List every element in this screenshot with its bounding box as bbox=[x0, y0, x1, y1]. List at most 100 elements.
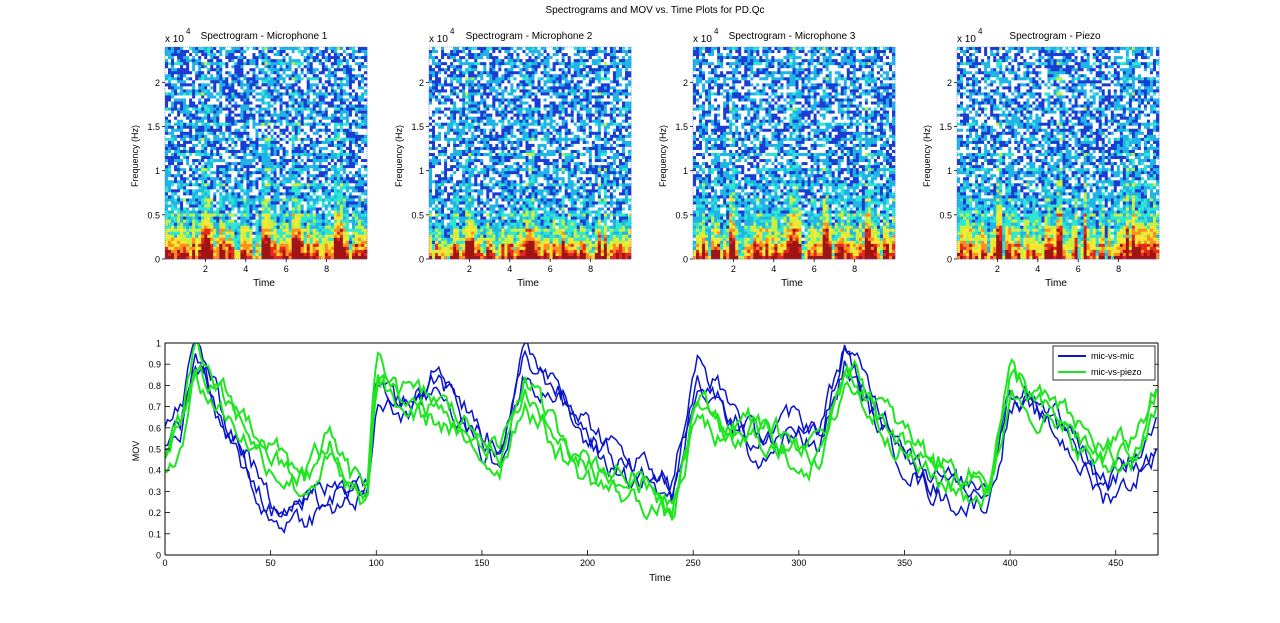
spectrogram-title: Spectrogram - Microphone 2 bbox=[466, 31, 593, 42]
series-line-mic-vs-piezo bbox=[165, 343, 1158, 508]
x-tick-label: 4 bbox=[771, 264, 776, 274]
legend-label-mic-vs-mic: mic-vs-mic bbox=[1091, 351, 1134, 361]
legend: mic-vs-mic mic-vs-piezo bbox=[1052, 345, 1156, 381]
x-tick-label: 100 bbox=[369, 558, 384, 568]
y-exponent-label: x 10 bbox=[165, 34, 184, 45]
y-tick-label: 1 bbox=[947, 166, 952, 176]
x-tick-label: 8 bbox=[588, 264, 593, 274]
x-tick-label: 2 bbox=[995, 264, 1000, 274]
x-axis-label: Time bbox=[781, 278, 803, 289]
spectrogram-panel-mic2: Spectrogram - Microphone 2 x 10 4 Freque… bbox=[394, 27, 632, 289]
x-tick-label: 6 bbox=[1076, 264, 1081, 274]
spectrogram-frame bbox=[164, 46, 368, 260]
x-tick-label: 8 bbox=[1116, 264, 1121, 274]
figure-title: Spectrograms and MOV vs. Time Plots for … bbox=[546, 5, 765, 16]
mov-line-chart: 0 0.1 0.2 0.3 0.4 0.5 0.6 0.7 0.8 0.9 1 0 50 100 150 20… bbox=[131, 339, 1159, 584]
x-axis-label: Time bbox=[517, 278, 539, 289]
y-tick-label: 0.5 bbox=[147, 210, 160, 220]
x-tick-label: 450 bbox=[1108, 558, 1123, 568]
spectrogram-image bbox=[957, 47, 1160, 260]
y-tick-label: 2 bbox=[155, 78, 160, 88]
y-exponent: 4 bbox=[978, 27, 983, 36]
spectrogram-panel-piezo: Spectrogram - Piezo x 10 4 Frequency (Hz… bbox=[922, 27, 1160, 289]
y-tick-label: 0.6 bbox=[148, 423, 161, 433]
y-tick-label: 2 bbox=[947, 78, 952, 88]
y-tick-label: 0.4 bbox=[148, 466, 161, 476]
x-tick-label: 6 bbox=[284, 264, 289, 274]
y-axis-label: Frequency (Hz) bbox=[130, 125, 140, 187]
y-tick-label: 1.5 bbox=[939, 122, 952, 132]
y-tick-label: 0 bbox=[947, 255, 952, 265]
y-exponent: 4 bbox=[450, 27, 455, 36]
y-tick-label: 0 bbox=[155, 255, 160, 265]
x-tick-label: 50 bbox=[266, 558, 276, 568]
y-tick-label: 0.7 bbox=[148, 402, 161, 412]
legend-label-mic-vs-piezo: mic-vs-piezo bbox=[1091, 367, 1142, 377]
y-tick-label: 1 bbox=[155, 166, 160, 176]
y-exponent: 4 bbox=[714, 27, 719, 36]
y-tick-label: 0.3 bbox=[148, 487, 161, 497]
y-exponent-label: x 10 bbox=[693, 34, 712, 45]
y-tick-label: 1 bbox=[683, 166, 688, 176]
y-tick-label: 2 bbox=[419, 78, 424, 88]
y-tick-label: 0.9 bbox=[148, 360, 161, 370]
x-tick-label: 350 bbox=[897, 558, 912, 568]
x-tick-label: 250 bbox=[686, 558, 701, 568]
y-exponent: 4 bbox=[186, 27, 191, 36]
spectrogram-title: Spectrogram - Piezo bbox=[1009, 31, 1101, 42]
y-tick-label: 0.8 bbox=[148, 381, 161, 391]
spectrogram-frame bbox=[956, 46, 1160, 260]
spectrogram-panel-mic3: Spectrogram - Microphone 3 x 10 4 Freque… bbox=[658, 27, 896, 289]
x-tick-label: 4 bbox=[243, 264, 248, 274]
x-axis-label: Time bbox=[253, 278, 275, 289]
y-tick-label: 0.2 bbox=[148, 508, 161, 518]
y-tick-label: 0 bbox=[683, 255, 688, 265]
x-tick-label: 8 bbox=[852, 264, 857, 274]
series-line-mic-vs-piezo bbox=[165, 362, 1158, 520]
y-tick-label: 1 bbox=[419, 166, 424, 176]
y-axis-label: Frequency (Hz) bbox=[394, 125, 404, 187]
y-axis-label: Frequency (Hz) bbox=[922, 125, 932, 187]
y-tick-label: 0.1 bbox=[148, 529, 161, 539]
y-axis-label: Frequency (Hz) bbox=[658, 125, 668, 187]
spectrogram-title: Spectrogram - Microphone 3 bbox=[729, 31, 856, 42]
x-tick-label: 6 bbox=[548, 264, 553, 274]
y-tick-label: 0 bbox=[419, 255, 424, 265]
spectrogram-image bbox=[429, 47, 632, 260]
y-tick-label: 1.5 bbox=[411, 122, 424, 132]
x-axis-label: Time bbox=[649, 573, 671, 584]
x-tick-label: 2 bbox=[467, 264, 472, 274]
y-tick-label: 1 bbox=[156, 339, 161, 349]
x-tick-label: 4 bbox=[507, 264, 512, 274]
y-tick-label: 0 bbox=[156, 551, 161, 561]
x-tick-label: 0 bbox=[162, 558, 167, 568]
plot-area bbox=[165, 343, 1158, 555]
x-tick-label: 2 bbox=[731, 264, 736, 274]
spectrogram-title: Spectrogram - Microphone 1 bbox=[201, 31, 328, 42]
legend-box bbox=[1052, 345, 1156, 381]
y-exponent-label: x 10 bbox=[429, 34, 448, 45]
y-tick-label: 0.5 bbox=[411, 210, 424, 220]
spectrogram-image bbox=[165, 47, 368, 260]
x-axis-label: Time bbox=[1045, 278, 1067, 289]
spectrogram-image bbox=[693, 47, 896, 260]
x-tick-label: 200 bbox=[580, 558, 595, 568]
spectrogram-panel-mic1: Spectrogram - Microphone 1 x 10 4 Freque… bbox=[130, 27, 368, 289]
x-tick-label: 300 bbox=[791, 558, 806, 568]
y-tick-label: 0.5 bbox=[675, 210, 688, 220]
y-tick-label: 1.5 bbox=[675, 122, 688, 132]
x-tick-label: 150 bbox=[474, 558, 489, 568]
spectrogram-frame bbox=[428, 46, 632, 260]
y-tick-label: 2 bbox=[683, 78, 688, 88]
spectrogram-frame bbox=[692, 46, 896, 260]
x-tick-label: 4 bbox=[1035, 264, 1040, 274]
x-tick-label: 2 bbox=[203, 264, 208, 274]
x-tick-label: 400 bbox=[1003, 558, 1018, 568]
y-tick-label: 1.5 bbox=[147, 122, 160, 132]
y-exponent-label: x 10 bbox=[957, 34, 976, 45]
y-axis-label: MOV bbox=[131, 441, 141, 462]
x-tick-label: 6 bbox=[812, 264, 817, 274]
y-tick-label: 0.5 bbox=[148, 445, 161, 455]
x-tick-label: 8 bbox=[324, 264, 329, 274]
